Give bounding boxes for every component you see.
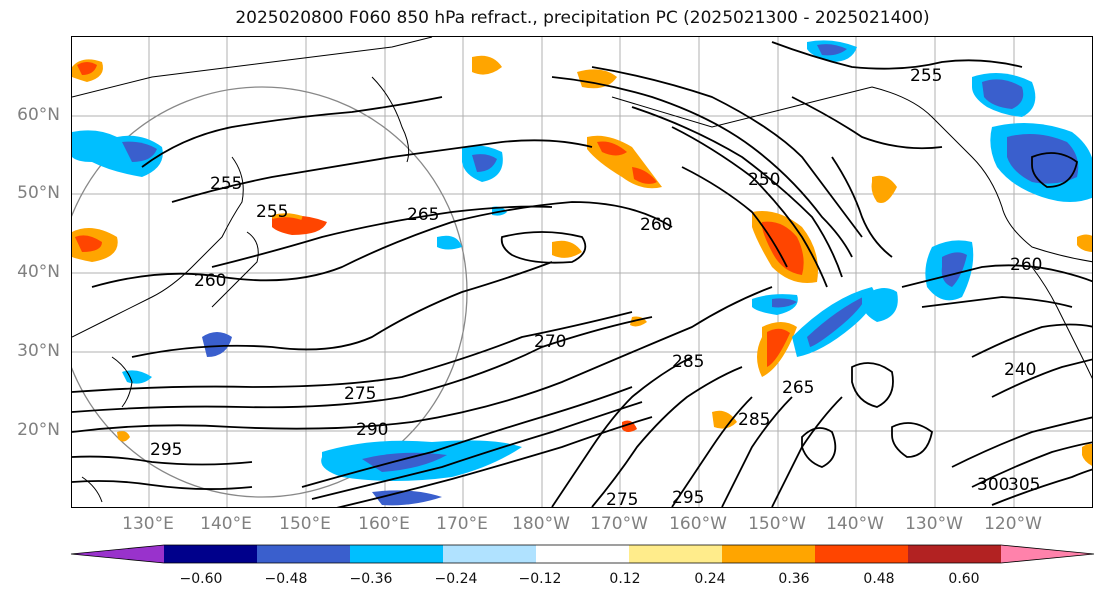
contour-label-260-b: 260 bbox=[640, 215, 672, 235]
contour-label-305: 305 bbox=[1008, 475, 1040, 495]
lon-label-130e: 130°E bbox=[122, 514, 174, 534]
contour-label-255-b: 255 bbox=[256, 202, 288, 222]
colorbar-tick-n012: −0.12 bbox=[518, 571, 562, 587]
colorbar-tick-n024: −0.24 bbox=[434, 571, 478, 587]
colorbar-segment bbox=[164, 545, 257, 563]
lat-label-40: 40°N bbox=[17, 262, 60, 282]
lat-label-20: 20°N bbox=[17, 420, 60, 440]
colorbar-segment bbox=[722, 545, 815, 563]
colorbar-tick-n048: −0.48 bbox=[264, 571, 308, 587]
contour-label-285-b: 285 bbox=[738, 410, 770, 430]
colorbar-tick-n060: −0.60 bbox=[179, 571, 223, 587]
contour-label-295-b: 295 bbox=[672, 488, 704, 508]
contour-label-275-b: 275 bbox=[606, 490, 638, 508]
lon-label-160e: 160°E bbox=[358, 514, 410, 534]
colorbar-segment bbox=[629, 545, 722, 563]
colorbar-segment bbox=[815, 545, 908, 563]
lon-label-150e: 150°E bbox=[279, 514, 331, 534]
contour-label-260: 260 bbox=[194, 271, 226, 291]
contour-label-285: 285 bbox=[672, 352, 704, 372]
lon-label-170e: 170°E bbox=[436, 514, 488, 534]
lat-label-60: 60°N bbox=[17, 105, 60, 125]
lon-label-140w: 140°W bbox=[826, 514, 884, 534]
colorbar-segment bbox=[536, 545, 629, 563]
map-panel[interactable]: 255 255 265 260 260 270 275 290 295 250 … bbox=[71, 36, 1093, 508]
range-circle bbox=[72, 86, 468, 498]
contour-label-255: 255 bbox=[210, 174, 242, 194]
contour-label-290: 290 bbox=[356, 420, 388, 440]
colorbar-tick-p060: 0.60 bbox=[948, 571, 980, 587]
colorbar-segment bbox=[908, 545, 1001, 563]
colorbar-tick-p048: 0.48 bbox=[863, 571, 895, 587]
contour-label-260-c: 260 bbox=[1010, 255, 1042, 275]
colorbar-outline bbox=[70, 544, 1095, 564]
contour-label-295: 295 bbox=[150, 440, 182, 460]
contour-label-240: 240 bbox=[1004, 360, 1036, 380]
colorbar-segment bbox=[350, 545, 443, 563]
map-canvas: 255 255 265 260 260 270 275 290 295 250 … bbox=[72, 37, 1092, 508]
contour-label-layer: 255 255 265 260 260 270 275 290 295 250 … bbox=[150, 66, 1042, 508]
contour-label-300: 300 bbox=[977, 475, 1009, 495]
contour-lines bbox=[72, 41, 1092, 507]
lon-label-170w: 170°W bbox=[590, 514, 648, 534]
colorbar-segment bbox=[71, 545, 164, 563]
colorbar-tick-p024: 0.24 bbox=[694, 571, 726, 587]
map-title: 2025020800 F060 850 hPa refract., precip… bbox=[235, 8, 930, 28]
colorbar-segment bbox=[1001, 545, 1094, 563]
graticule bbox=[72, 37, 1092, 507]
lon-label-130w: 130°W bbox=[905, 514, 963, 534]
lon-label-120w: 120°W bbox=[984, 514, 1042, 534]
lat-label-30: 30°N bbox=[17, 341, 60, 361]
contour-label-250: 250 bbox=[748, 170, 780, 190]
lon-label-180w: 180°W bbox=[512, 514, 570, 534]
contour-label-275: 275 bbox=[344, 384, 376, 404]
lon-label-160w: 160°W bbox=[669, 514, 727, 534]
colorbar-segments bbox=[70, 544, 1095, 564]
contour-label-270: 270 bbox=[534, 332, 566, 352]
colorbar-tick-p036: 0.36 bbox=[778, 571, 810, 587]
precip-shading bbox=[72, 40, 1092, 506]
lon-label-140e: 140°E bbox=[200, 514, 252, 534]
contour-label-265: 265 bbox=[782, 378, 814, 398]
colorbar-tick-p012: 0.12 bbox=[609, 571, 641, 587]
colorbar-segment bbox=[443, 545, 536, 563]
contour-label-255-c: 255 bbox=[910, 66, 942, 86]
contour-label-265: 265 bbox=[407, 205, 439, 225]
colorbar bbox=[70, 544, 1095, 564]
lat-label-50: 50°N bbox=[17, 183, 60, 203]
colorbar-segment bbox=[257, 545, 350, 563]
lon-label-150w: 150°W bbox=[748, 514, 806, 534]
colorbar-tick-n036: −0.36 bbox=[349, 571, 393, 587]
